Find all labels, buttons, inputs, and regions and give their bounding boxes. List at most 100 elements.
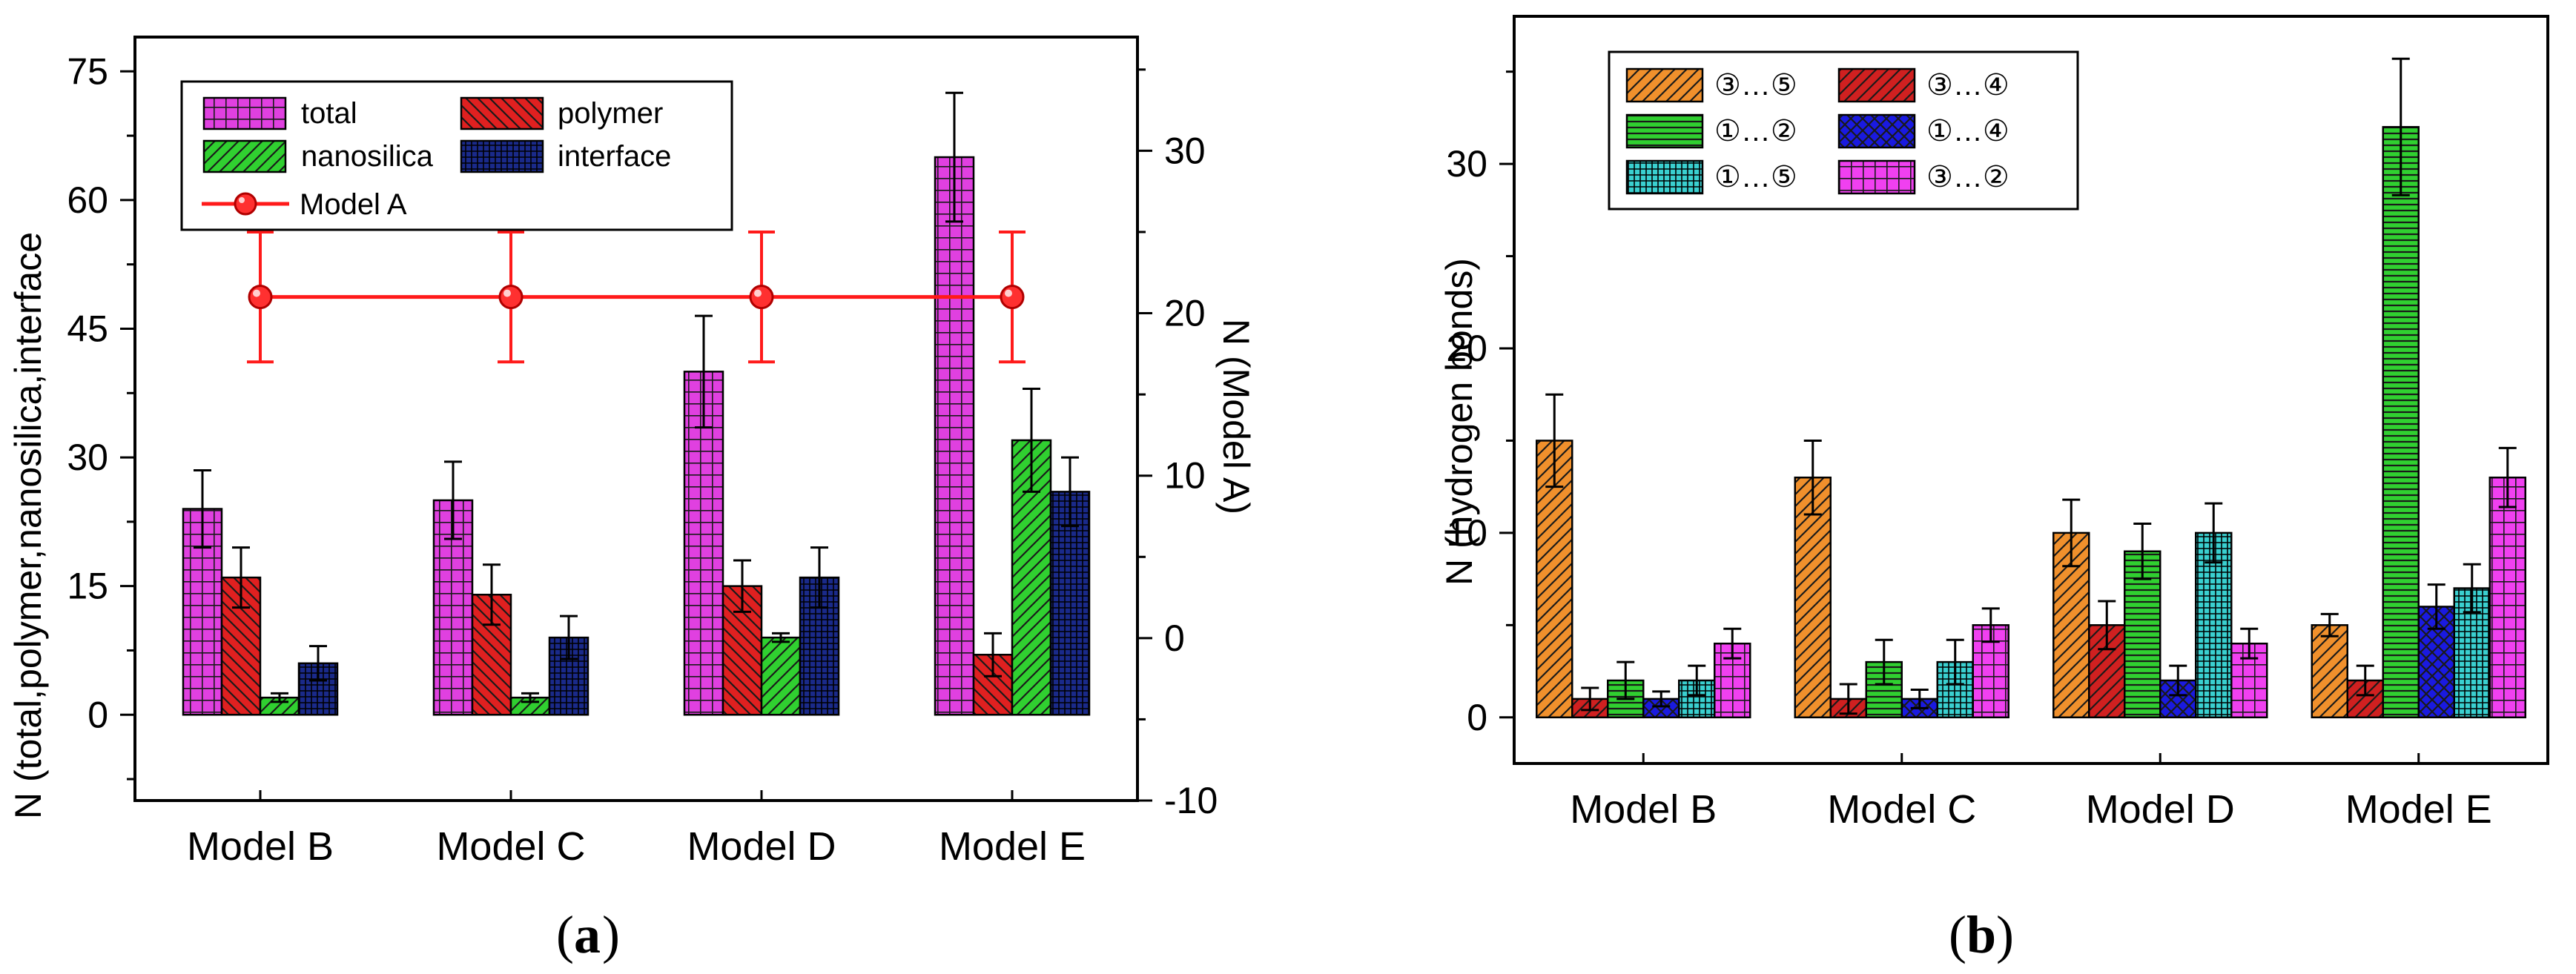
error-bar: [2169, 664, 2187, 697]
legend-label: ③…②: [1926, 161, 2009, 193]
legend-swatch: [1837, 159, 1916, 195]
bar--3: [2489, 476, 2526, 719]
error-bar: [2062, 498, 2081, 568]
legend-swatch: [1625, 159, 1704, 195]
error-bar: [772, 632, 790, 643]
error-bar: [1875, 638, 1893, 686]
legend-label: polymer: [558, 97, 663, 130]
panel-a-model-a-line: [247, 230, 1026, 364]
legend-item: interface: [460, 139, 671, 173]
panel-b-left-axis: 0 10 20 30: [1446, 70, 1514, 738]
y-tick-label: 0: [87, 694, 108, 735]
y-tick-label: 45: [67, 308, 108, 349]
panel-a-category-axis: Model B Model C Model D Model E: [187, 790, 1086, 869]
error-bar: [1616, 660, 1635, 700]
svg-text:(: (: [556, 905, 574, 964]
y2-tick-label: 20: [1164, 293, 1206, 334]
error-bar: [309, 645, 327, 682]
error-bar: [271, 692, 288, 703]
y-tick-label: 30: [1446, 143, 1487, 185]
panel-b-chart: 0 10 20 30 Model B Model C Model D Model E N (…: [1439, 15, 2549, 964]
error-bar: [2356, 664, 2374, 697]
panel-b-label-letter: b: [1966, 905, 1996, 964]
error-bar: [1652, 690, 1671, 708]
category-label: Model D: [687, 824, 836, 869]
error-bar: [2391, 57, 2410, 196]
panel-b-label: ( b ): [1949, 905, 2014, 964]
panel-b-category-axis: Model B Model C Model D Model E: [1570, 753, 2492, 832]
legend-swatch: [1837, 113, 1916, 149]
legend-label: ①…⑤: [1714, 161, 1797, 193]
category-label: Model B: [1570, 787, 1717, 832]
legend-swatch: [460, 139, 544, 173]
y-tick-label: 75: [67, 50, 108, 92]
panel-a-y-axis-title: N (total,polymer,nanosilica,interface: [7, 232, 49, 819]
error-bar: [521, 692, 539, 703]
model-a-point: [748, 230, 775, 364]
legend-item: ①…⑤: [1625, 159, 1797, 195]
legend-label: ③…⑤: [1714, 69, 1797, 102]
legend-item: ①…④: [1837, 113, 2009, 149]
error-bar: [2133, 522, 2152, 580]
y2-tick-label: -10: [1164, 780, 1218, 821]
panel-a-legend: total polymer nanosilica interface Model A: [180, 80, 733, 231]
bar-total-3: [934, 156, 975, 716]
svg-text:): ): [1996, 905, 2014, 964]
error-bar: [733, 559, 751, 613]
panel-a-left-axis: 0 15 30 45 60 75: [67, 50, 135, 781]
bar--3: [2311, 624, 2348, 719]
bar-interface-3: [1049, 491, 1091, 716]
y-tick-label: 30: [67, 437, 108, 478]
legend-label: nanosilica: [301, 140, 434, 173]
legend-item: polymer: [460, 96, 663, 130]
y-tick-label: 0: [1467, 697, 1487, 738]
error-bar: [2498, 446, 2517, 508]
legend-item: ③…②: [1837, 159, 2009, 195]
y-tick-label: 10: [1446, 512, 1487, 554]
y2-tick-label: 0: [1164, 617, 1185, 659]
legend-swatch: [1625, 113, 1704, 149]
error-bar: [1839, 683, 1857, 715]
error-bar: [2320, 612, 2339, 637]
legend-swatch: [1837, 67, 1916, 103]
category-label: Model C: [1827, 787, 1976, 832]
error-bar: [2427, 583, 2445, 630]
error-bar: [2463, 563, 2481, 614]
legend-swatch: [1625, 67, 1704, 103]
error-bar: [1545, 393, 1564, 488]
bar--3: [2382, 126, 2420, 719]
svg-text:): ): [602, 905, 620, 964]
panel-a-y2-axis-title: N (Model A): [1215, 319, 1257, 514]
y-tick-label: 60: [67, 179, 108, 221]
legend-item: ③…⑤: [1625, 67, 1797, 103]
error-bar: [984, 632, 1002, 678]
error-bar: [1023, 387, 1040, 493]
error-bar: [2240, 627, 2259, 660]
error-bar: [483, 563, 501, 626]
panel-b-bars: [1536, 57, 2526, 719]
panel-a-label-letter: a: [574, 905, 601, 964]
error-bar: [810, 546, 828, 609]
legend-label: Model A: [300, 188, 407, 221]
error-bar: [560, 614, 578, 660]
error-bar: [945, 91, 963, 223]
panel-a-label: ( a ): [556, 905, 620, 964]
legend-swatch: [460, 96, 544, 130]
legend-item: nanosilica: [202, 139, 434, 173]
error-bar: [1688, 664, 1706, 697]
y2-tick-label: 10: [1164, 455, 1206, 497]
model-a-point: [498, 230, 524, 364]
error-bar: [232, 546, 250, 609]
category-label: Model D: [2086, 787, 2235, 832]
error-bar: [1946, 638, 1964, 686]
legend-item: ①…②: [1625, 113, 1797, 149]
error-bar: [695, 314, 713, 429]
legend-label: ③…④: [1926, 69, 2009, 102]
model-a-point: [999, 230, 1026, 364]
legend-label: interface: [558, 140, 671, 173]
model-a-point: [247, 230, 274, 364]
category-label: Model C: [436, 824, 585, 869]
panel-a-right-axis: -10 0 10 20 30: [1137, 68, 1218, 821]
panel-b-legend: ③…⑤ ③…④ ①…② ①…④ ①…⑤ ③…②: [1608, 50, 2079, 211]
